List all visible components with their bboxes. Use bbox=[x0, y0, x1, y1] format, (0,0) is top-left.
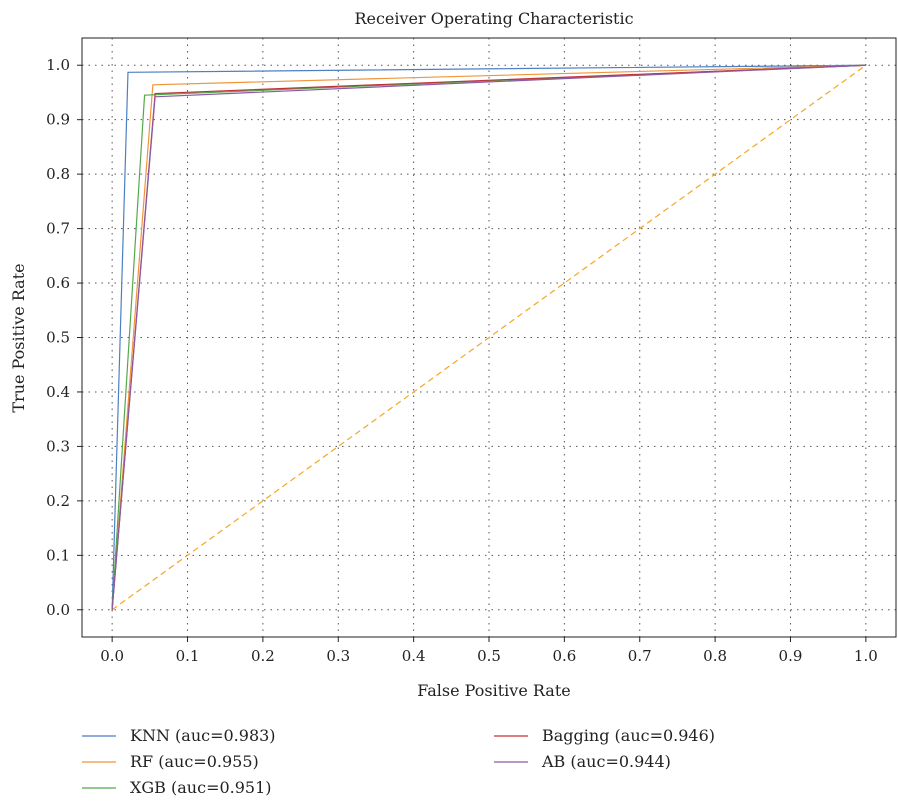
x-tick-label: 1.0 bbox=[854, 647, 878, 665]
legend-label: AB (auc=0.944) bbox=[541, 752, 671, 771]
y-axis-label: True Positive Rate bbox=[9, 263, 28, 412]
series-line-1 bbox=[111, 64, 866, 610]
y-tick-label: 0.1 bbox=[46, 546, 70, 564]
y-tick-label: 1.0 bbox=[46, 56, 70, 74]
x-tick-label: 0.9 bbox=[779, 647, 803, 665]
x-tick-label: 0.1 bbox=[176, 647, 200, 665]
legend-item: XGB (auc=0.951) bbox=[82, 778, 272, 797]
y-axis-ticks: 0.0 0.1 0.2 0.3 0.4 0.5 0.6 0.7 0.8 0.9 1.0 bbox=[46, 56, 82, 619]
legend-label: RF (auc=0.955) bbox=[130, 752, 259, 771]
x-tick-label: 0.0 bbox=[100, 647, 124, 665]
reference-diagonal bbox=[111, 64, 867, 611]
x-tick-label: 0.6 bbox=[552, 647, 576, 665]
legend-label: KNN (auc=0.983) bbox=[130, 726, 276, 745]
y-tick-label: 0.2 bbox=[46, 492, 70, 510]
series-line-4 bbox=[111, 64, 866, 610]
x-tick-label: 0.4 bbox=[402, 647, 426, 665]
x-tick-label: 0.8 bbox=[703, 647, 727, 665]
legend-label: Bagging (auc=0.946) bbox=[542, 726, 715, 745]
x-axis-ticks: 0.0 0.1 0.2 0.3 0.4 0.5 0.6 0.7 0.8 0.9 1.0 bbox=[100, 637, 878, 665]
reference-diagonal-line bbox=[111, 64, 867, 611]
y-tick-label: 0.5 bbox=[46, 329, 70, 347]
chart-title: Receiver Operating Characteristic bbox=[354, 9, 633, 28]
x-tick-label: 0.3 bbox=[326, 647, 350, 665]
series-line-0 bbox=[111, 64, 866, 610]
legend-item: Bagging (auc=0.946) bbox=[494, 726, 715, 745]
y-tick-label: 0.8 bbox=[46, 165, 70, 183]
legend: KNN (auc=0.983) RF (auc=0.955) XGB (auc=0.… bbox=[82, 726, 715, 797]
y-tick-label: 0.4 bbox=[46, 383, 70, 401]
x-tick-label: 0.5 bbox=[477, 647, 501, 665]
series-lines bbox=[111, 64, 866, 610]
y-tick-label: 0.6 bbox=[46, 274, 70, 292]
legend-item: AB (auc=0.944) bbox=[494, 752, 671, 771]
y-tick-label: 0.0 bbox=[46, 601, 70, 619]
legend-item: KNN (auc=0.983) bbox=[82, 726, 276, 745]
x-tick-label: 0.7 bbox=[628, 647, 652, 665]
legend-label: XGB (auc=0.951) bbox=[130, 778, 272, 797]
y-tick-label: 0.9 bbox=[46, 111, 70, 129]
y-tick-label: 0.7 bbox=[46, 220, 70, 238]
y-tick-label: 0.3 bbox=[46, 437, 70, 455]
x-axis-label: False Positive Rate bbox=[417, 681, 571, 700]
x-tick-label: 0.2 bbox=[251, 647, 275, 665]
legend-item: RF (auc=0.955) bbox=[82, 752, 259, 771]
